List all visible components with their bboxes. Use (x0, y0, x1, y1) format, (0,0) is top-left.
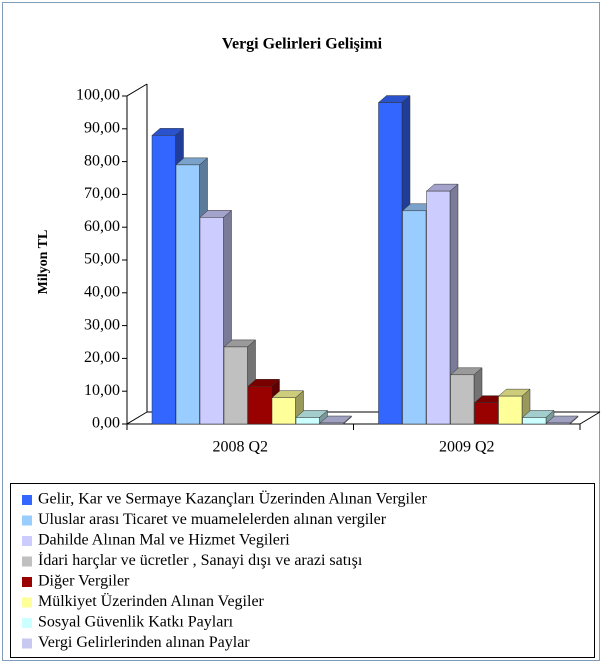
x-tick-label: 2008 Q2 (212, 439, 268, 456)
y-tick-label: 60,00 (84, 218, 120, 235)
x-tick-label: 2009 Q2 (439, 439, 495, 456)
chart-title: Vergi Gelirleri Gelişimi (222, 36, 383, 53)
legend-box (10, 483, 595, 658)
y-tick-label: 50,00 (84, 251, 120, 268)
legend-label: Gelir, Kar ve Sermaye Kazançları Üzerind… (38, 490, 428, 508)
floor-edge (126, 411, 148, 425)
legend-label: İdari harçlar ve ücretler , Sanayi dışı … (38, 551, 363, 569)
legend-swatch (22, 556, 32, 567)
legend-swatch (22, 495, 32, 505)
legend-label: Dahilde Alınan Mal ve Hizmet Vegileri (38, 532, 290, 549)
legend-swatch (22, 638, 32, 649)
bar (247, 386, 272, 425)
y-tick-label: 40,00 (84, 283, 120, 300)
y-tick-label: 20,00 (84, 349, 120, 366)
bar (474, 402, 499, 425)
bar (402, 210, 427, 425)
legend-label: Diğer Vergiler (38, 573, 130, 590)
bar (271, 397, 296, 425)
bar (546, 422, 571, 425)
bar (175, 164, 200, 425)
legend-label: Vergi Gelirlerinden alınan Paylar (38, 634, 250, 651)
bar (426, 190, 451, 425)
legend-swatch (22, 618, 32, 628)
bar (295, 417, 320, 425)
bar (378, 102, 403, 425)
y-tick-label: 90,00 (84, 119, 120, 136)
wall-edge (126, 83, 148, 97)
y-tick-label: 70,00 (84, 185, 120, 202)
bar (223, 346, 248, 425)
bar (450, 374, 475, 425)
bar (199, 217, 224, 425)
legend-swatch (22, 515, 32, 526)
floor-edge (579, 411, 601, 425)
legend-swatch (22, 536, 32, 546)
y-tick-label: 80,00 (84, 152, 120, 169)
legend-swatch (22, 577, 32, 587)
y-axis-label: Milyon TL (36, 230, 51, 295)
y-tick-label: 10,00 (84, 382, 120, 399)
bar (151, 135, 176, 425)
bar (522, 417, 547, 425)
legend-label: Mülkiyet Üzerinden Alınan Vegiler (38, 592, 265, 610)
legend-label: Sosyal Güvenlik Katkı Payları (38, 614, 234, 631)
y-tick-label: 100,00 (76, 87, 120, 104)
bar (319, 422, 344, 425)
y-tick-label: 0,00 (92, 415, 120, 432)
y-tick-label: 30,00 (84, 316, 120, 333)
legend-label: Uluslar arası Ticaret ve muamelelerden a… (38, 511, 387, 528)
legend-swatch (22, 597, 32, 608)
bar (498, 395, 523, 425)
